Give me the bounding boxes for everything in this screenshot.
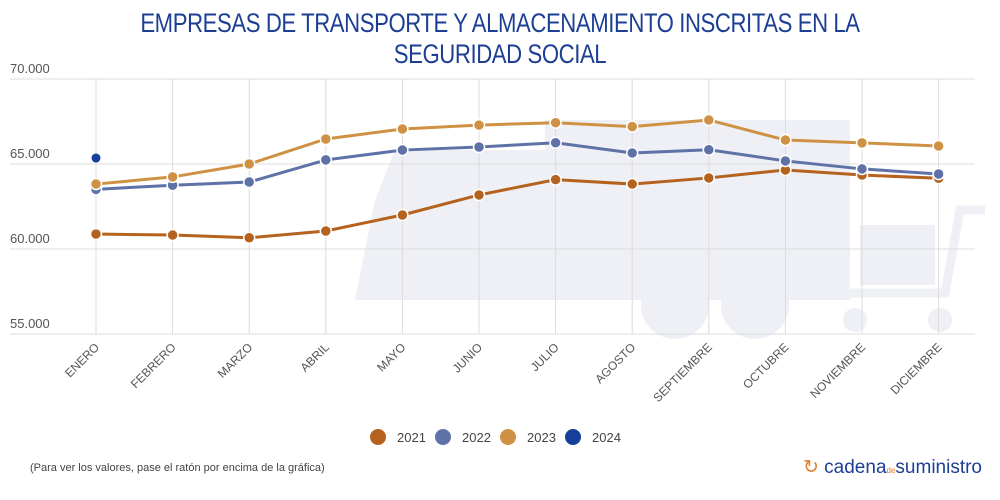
x-tick-label: MAYO <box>374 340 408 374</box>
legend-marker-2021[interactable] <box>370 429 386 445</box>
y-tick-label: 60.000 <box>10 231 50 246</box>
legend-label[interactable]: 2021 <box>397 430 426 445</box>
logo-icon: ↻ <box>802 457 819 478</box>
data-point-2023[interactable] <box>549 116 562 129</box>
x-tick-label: OCTUBRE <box>740 340 791 391</box>
data-point-2021[interactable] <box>319 224 333 238</box>
x-tick-label: NOVIEMBRE <box>807 340 868 401</box>
legend-marker-2022[interactable] <box>435 429 451 445</box>
data-point-2022[interactable] <box>625 146 639 160</box>
x-tick-label: DICIEMBRE <box>888 340 945 397</box>
y-tick-label: 70.000 <box>10 61 50 76</box>
data-point-2022[interactable] <box>779 154 792 168</box>
data-point-2022[interactable] <box>242 175 256 189</box>
data-point-2021[interactable] <box>549 173 562 186</box>
x-tick-label: JUNIO <box>450 340 485 375</box>
data-point-2023[interactable] <box>855 136 869 150</box>
data-point-2022[interactable] <box>855 162 869 176</box>
data-point-2021[interactable] <box>472 188 486 202</box>
series-line-2022 <box>95 141 939 191</box>
cadena-de-suministro-logo: ↻ cadenadesuministro <box>802 457 982 478</box>
data-point-2022[interactable] <box>396 143 409 157</box>
x-tick-label: JULIO <box>528 340 562 374</box>
data-point-2021[interactable] <box>242 231 256 245</box>
data-point-2023[interactable] <box>932 139 945 153</box>
x-tick-label: SEPTIEMBRE <box>650 340 715 405</box>
y-tick-label: 65.000 <box>10 146 50 161</box>
data-point-2022[interactable] <box>932 167 945 181</box>
data-point-2021[interactable] <box>166 228 179 242</box>
legend-label[interactable]: 2022 <box>462 430 491 445</box>
x-tick-label: AGOSTO <box>592 340 638 386</box>
legend-marker-2023[interactable] <box>500 429 516 445</box>
x-tick-label: MARZO <box>215 340 256 381</box>
x-tick-label: ENERO <box>62 340 102 380</box>
chart-title: EMPRESAS DE TRANSPORTE Y ALMACENAMIENTO … <box>140 8 860 69</box>
data-point-2022[interactable] <box>549 136 562 149</box>
data-point-2022[interactable] <box>319 153 333 167</box>
data-point-2023[interactable] <box>396 122 409 136</box>
data-point-2021[interactable] <box>625 177 639 191</box>
series-line-2021 <box>95 168 939 240</box>
legend-marker-2024[interactable] <box>565 429 581 445</box>
data-point-2023[interactable] <box>166 170 179 184</box>
data-point-2022[interactable] <box>472 140 486 154</box>
x-tick-label: ABRIL <box>297 340 332 375</box>
hover-note: (Para ver los valores, pase el ratón por… <box>30 462 325 474</box>
data-point-2023[interactable] <box>779 133 792 147</box>
data-point-2023[interactable] <box>702 113 716 127</box>
data-point-2022[interactable] <box>702 143 716 156</box>
data-point-2021[interactable] <box>702 171 716 185</box>
data-point-2023[interactable] <box>472 118 486 132</box>
y-tick-label: 55.000 <box>10 316 50 331</box>
data-point-2023[interactable] <box>89 177 103 191</box>
series-line-2023 <box>95 118 939 186</box>
data-point-2023[interactable] <box>625 120 639 133</box>
data-point-2024[interactable] <box>91 153 101 163</box>
data-point-2021[interactable] <box>396 208 409 222</box>
legend-label[interactable]: 2024 <box>592 430 621 445</box>
legend-label[interactable]: 2023 <box>527 430 556 445</box>
data-point-2023[interactable] <box>242 157 256 171</box>
data-point-2023[interactable] <box>319 132 333 146</box>
x-tick-label: FEBRERO <box>128 340 179 391</box>
data-point-2021[interactable] <box>89 227 103 241</box>
